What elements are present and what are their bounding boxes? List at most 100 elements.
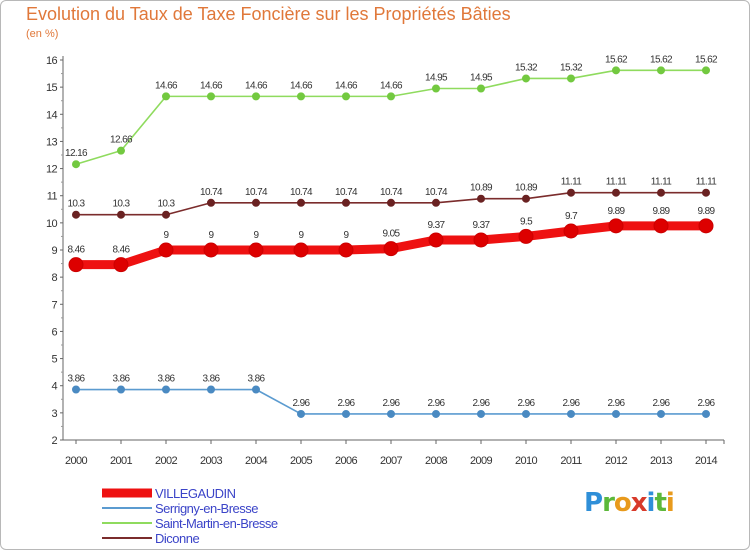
y-tick-label: 3 (51, 408, 57, 420)
y-tick-label: 10 (46, 218, 58, 230)
legend-label-saint-martin-en-bresse: Saint-Martin-en-Bresse (155, 516, 278, 531)
x-tick-label: 2005 (290, 455, 313, 467)
data-point-saint-martin-en-bresse (252, 92, 260, 101)
data-label-diconne: 10.74 (335, 187, 358, 198)
data-point-saint-martin-en-bresse (117, 146, 125, 155)
data-point-diconne (657, 188, 665, 197)
legend: VILLEGAUDINSerrigny-en-BresseSaint-Marti… (102, 486, 278, 546)
data-label-diconne: 10.74 (290, 187, 313, 198)
data-point-serrigny-en-bresse (297, 409, 305, 418)
data-point-villegaudin (653, 218, 669, 234)
logo-letter: i (665, 488, 675, 518)
legend-label-diconne: Diconne (155, 531, 199, 546)
data-label-diconne: 11.11 (561, 177, 583, 188)
data-point-diconne (522, 194, 530, 203)
data-point-diconne (432, 198, 440, 207)
data-point-diconne (72, 210, 80, 219)
data-label-villegaudin: 9.37 (427, 220, 445, 231)
data-point-serrigny-en-bresse (207, 385, 215, 394)
data-point-villegaudin (293, 242, 309, 258)
data-point-serrigny-en-bresse (567, 409, 575, 418)
data-label-serrigny-en-bresse: 2.96 (382, 398, 400, 409)
data-label-diconne: 10.74 (380, 187, 403, 198)
data-label-villegaudin: 9.5 (520, 216, 533, 227)
data-label-saint-martin-en-bresse: 15.62 (695, 54, 718, 65)
data-point-diconne (567, 188, 575, 197)
data-label-saint-martin-en-bresse: 14.66 (200, 80, 223, 91)
data-label-villegaudin: 9 (299, 230, 305, 241)
data-label-serrigny-en-bresse: 3.86 (202, 374, 220, 385)
data-point-saint-martin-en-bresse (342, 92, 350, 101)
y-tick-label: 12 (46, 164, 58, 176)
data-label-villegaudin: 9 (164, 230, 170, 241)
data-label-villegaudin: 8.46 (67, 245, 85, 256)
data-label-serrigny-en-bresse: 2.96 (697, 398, 715, 409)
data-point-villegaudin (338, 242, 354, 258)
data-label-saint-martin-en-bresse: 15.62 (650, 54, 673, 65)
data-label-saint-martin-en-bresse: 15.32 (515, 62, 538, 73)
data-label-villegaudin: 9.7 (565, 211, 578, 222)
data-point-villegaudin (518, 228, 534, 244)
data-point-serrigny-en-bresse (252, 385, 260, 394)
data-label-diconne: 11.11 (696, 177, 718, 188)
data-label-saint-martin-en-bresse: 12.66 (110, 135, 133, 146)
axes: 2 3 4 5 6 7 8 9 10 11 12 13 14 15 16 2000 2001 2002 2003 20… (46, 55, 725, 467)
data-point-diconne (297, 198, 305, 207)
data-point-diconne (702, 188, 710, 197)
data-point-villegaudin (68, 257, 84, 273)
data-label-diconne: 10.3 (157, 199, 175, 210)
legend-label-serrigny-en-bresse: Serrigny-en-Bresse (155, 501, 258, 516)
data-label-villegaudin: 9.89 (652, 206, 670, 217)
data-label-diconne: 11.11 (606, 177, 628, 188)
data-point-serrigny-en-bresse (342, 409, 350, 418)
data-point-diconne (252, 198, 260, 207)
data-point-saint-martin-en-bresse (162, 92, 170, 101)
data-point-villegaudin (698, 218, 714, 234)
x-tick-label: 2011 (560, 455, 582, 467)
data-point-villegaudin (473, 232, 489, 248)
x-tick-label: 2009 (470, 455, 493, 467)
data-label-saint-martin-en-bresse: 12.16 (65, 148, 88, 159)
data-point-villegaudin (113, 257, 129, 273)
data-label-saint-martin-en-bresse: 14.95 (470, 73, 493, 84)
legend-label-villegaudin: VILLEGAUDIN (155, 486, 236, 501)
data-label-saint-martin-en-bresse: 14.66 (380, 80, 403, 91)
x-tick-label: 2000 (65, 455, 88, 467)
data-label-saint-martin-en-bresse: 14.66 (245, 80, 268, 91)
x-tick-label: 2008 (425, 455, 448, 467)
data-label-villegaudin: 8.46 (112, 245, 130, 256)
data-point-villegaudin (383, 241, 399, 257)
x-tick-label: 2004 (245, 455, 268, 467)
data-label-villegaudin: 9.05 (382, 229, 400, 240)
data-label-serrigny-en-bresse: 2.96 (607, 398, 625, 409)
data-label-diconne: 10.74 (425, 187, 448, 198)
x-tick-label: 2006 (335, 455, 358, 467)
y-tick-label: 16 (46, 55, 58, 67)
x-tick-label: 2014 (695, 455, 718, 467)
data-point-saint-martin-en-bresse (522, 74, 530, 83)
data-label-serrigny-en-bresse: 2.96 (517, 398, 535, 409)
data-label-villegaudin: 9.37 (472, 220, 490, 231)
x-tick-label: 2001 (110, 455, 133, 467)
data-label-diconne: 10.89 (515, 183, 538, 194)
data-label-villegaudin: 9.89 (697, 206, 715, 217)
data-label-villegaudin: 9.89 (607, 206, 625, 217)
data-point-serrigny-en-bresse (72, 385, 80, 394)
data-label-villegaudin: 9 (209, 230, 215, 241)
data-label-diconne: 10.74 (245, 187, 268, 198)
data-label-serrigny-en-bresse: 3.86 (67, 374, 85, 385)
data-label-serrigny-en-bresse: 2.96 (292, 398, 310, 409)
logo-letter: t (654, 488, 666, 518)
y-tick-label: 11 (47, 191, 58, 203)
data-label-serrigny-en-bresse: 3.86 (157, 374, 175, 385)
data-point-diconne (162, 210, 170, 219)
x-tick-label: 2002 (155, 455, 178, 467)
logo-letter: P (584, 488, 603, 518)
logo-letter: x (630, 488, 648, 518)
data-point-villegaudin (608, 218, 624, 234)
data-label-serrigny-en-bresse: 2.96 (427, 398, 445, 409)
x-tick-label: 2010 (515, 455, 538, 467)
data-point-villegaudin (203, 242, 219, 258)
data-point-serrigny-en-bresse (387, 409, 395, 418)
y-tick-label: 15 (46, 82, 58, 94)
